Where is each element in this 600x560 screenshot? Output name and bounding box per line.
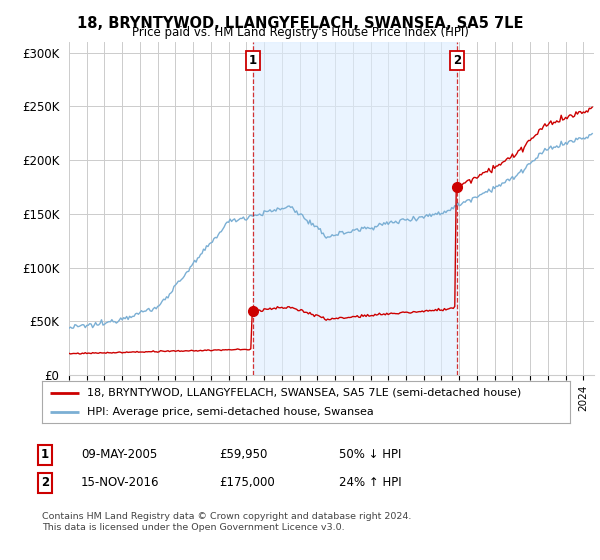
Text: 09-MAY-2005: 09-MAY-2005 xyxy=(81,448,157,461)
Text: 50% ↓ HPI: 50% ↓ HPI xyxy=(339,448,401,461)
Text: HPI: Average price, semi-detached house, Swansea: HPI: Average price, semi-detached house,… xyxy=(87,407,374,417)
Text: Price paid vs. HM Land Registry's House Price Index (HPI): Price paid vs. HM Land Registry's House … xyxy=(131,26,469,39)
Text: 1: 1 xyxy=(249,54,257,67)
Text: 18, BRYNTYWOD, LLANGYFELACH, SWANSEA, SA5 7LE (semi-detached house): 18, BRYNTYWOD, LLANGYFELACH, SWANSEA, SA… xyxy=(87,388,521,398)
Text: 15-NOV-2016: 15-NOV-2016 xyxy=(81,476,160,489)
Text: 2: 2 xyxy=(41,476,49,489)
Text: 2: 2 xyxy=(453,54,461,67)
Text: 24% ↑ HPI: 24% ↑ HPI xyxy=(339,476,401,489)
Bar xyxy=(253,42,457,375)
Text: Contains HM Land Registry data © Crown copyright and database right 2024.
This d: Contains HM Land Registry data © Crown c… xyxy=(42,512,412,532)
Text: 1: 1 xyxy=(41,448,49,461)
Text: 18, BRYNTYWOD, LLANGYFELACH, SWANSEA, SA5 7LE: 18, BRYNTYWOD, LLANGYFELACH, SWANSEA, SA… xyxy=(77,16,523,31)
Text: £175,000: £175,000 xyxy=(219,476,275,489)
Text: £59,950: £59,950 xyxy=(219,448,268,461)
